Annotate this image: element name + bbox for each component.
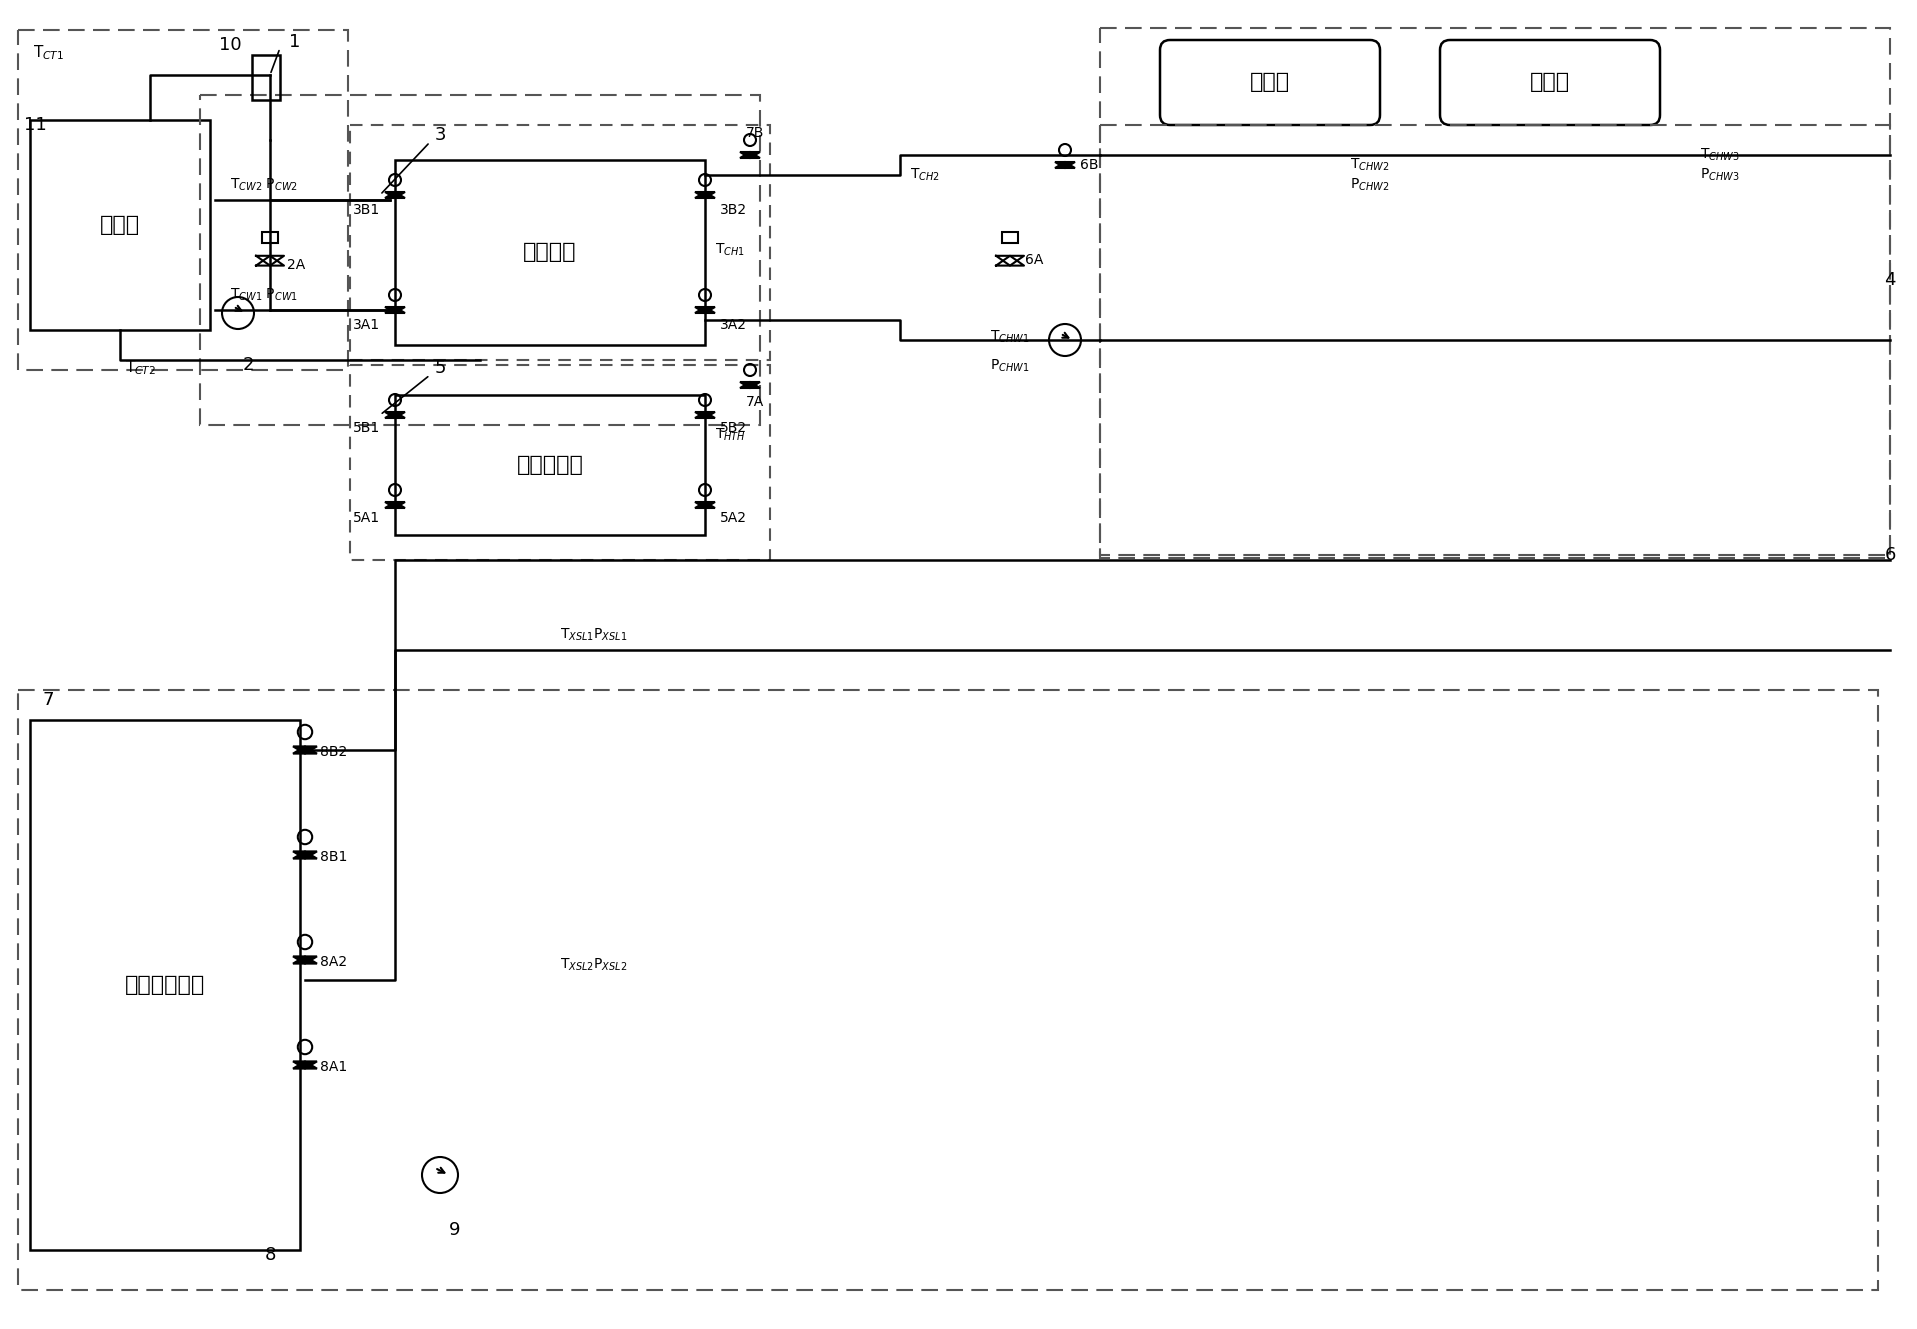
Text: 7: 7	[42, 691, 54, 708]
Bar	[31, 720, 299, 1251]
Polygon shape	[696, 307, 715, 314]
Polygon shape	[696, 307, 715, 314]
Text: 5: 5	[435, 359, 447, 377]
Polygon shape	[385, 191, 404, 198]
Text: 分水器: 分水器	[1250, 72, 1290, 92]
Text: 板式换热器: 板式换热器	[516, 455, 583, 474]
Polygon shape	[740, 152, 759, 158]
Text: P$_{CHW1}$: P$_{CHW1}$	[991, 358, 1029, 375]
Text: 3B2: 3B2	[721, 203, 748, 217]
Polygon shape	[740, 381, 759, 388]
Text: 集水器: 集水器	[1530, 72, 1570, 92]
Polygon shape	[293, 957, 316, 964]
Text: T$_{XSL2}$P$_{XSL2}$: T$_{XSL2}$P$_{XSL2}$	[560, 957, 627, 973]
Polygon shape	[385, 502, 404, 508]
Text: T$_{XSL1}$P$_{XSL1}$: T$_{XSL1}$P$_{XSL1}$	[560, 626, 627, 643]
Text: P$_{CHW2}$: P$_{CHW2}$	[1350, 177, 1390, 193]
Text: 4: 4	[1884, 271, 1896, 288]
Bar	[351, 125, 771, 360]
Bar	[1001, 233, 1018, 243]
Text: T$_{CHW2}$: T$_{CHW2}$	[1350, 157, 1390, 173]
Text: 9: 9	[449, 1221, 460, 1239]
Text: 3B1: 3B1	[353, 203, 380, 217]
Text: T$_{CW1}$ P$_{CW1}$: T$_{CW1}$ P$_{CW1}$	[230, 287, 299, 303]
Polygon shape	[293, 957, 316, 964]
Polygon shape	[696, 412, 715, 419]
Text: T$_{CW2}$ P$_{CW2}$: T$_{CW2}$ P$_{CW2}$	[230, 177, 299, 193]
Text: T$_{CT1}$: T$_{CT1}$	[33, 43, 63, 61]
Polygon shape	[740, 152, 759, 158]
Polygon shape	[385, 502, 404, 508]
Bar	[1100, 28, 1890, 558]
Polygon shape	[385, 307, 404, 314]
Bar	[395, 159, 705, 346]
Text: 8A2: 8A2	[320, 956, 347, 969]
Text: 5A1: 5A1	[353, 510, 380, 525]
Text: T$_{CH1}$: T$_{CH1}$	[715, 242, 746, 258]
Text: 10: 10	[219, 36, 242, 54]
Text: 8B2: 8B2	[320, 746, 347, 759]
Text: 冷水机组: 冷水机组	[523, 242, 577, 263]
Polygon shape	[696, 412, 715, 419]
Text: 7A: 7A	[746, 395, 765, 409]
Polygon shape	[385, 412, 404, 419]
Bar	[351, 365, 771, 560]
Text: 3A2: 3A2	[721, 318, 748, 332]
Text: 冷却塔: 冷却塔	[100, 215, 140, 235]
Text: 8: 8	[265, 1247, 276, 1264]
Polygon shape	[740, 381, 759, 388]
Polygon shape	[1054, 162, 1075, 167]
Bar	[17, 690, 1879, 1290]
Bar	[1100, 125, 1890, 556]
Text: 6A: 6A	[1026, 253, 1043, 267]
Text: T$_{CHW1}$: T$_{CHW1}$	[991, 328, 1029, 346]
Text: 7B: 7B	[746, 126, 765, 140]
Text: T$_{CHW3}$: T$_{CHW3}$	[1700, 146, 1741, 163]
Text: 地上蓄冷水罐: 地上蓄冷水罐	[125, 975, 205, 995]
Polygon shape	[293, 1062, 316, 1069]
Polygon shape	[293, 1062, 316, 1069]
Text: 6: 6	[1884, 546, 1896, 563]
Text: 3A1: 3A1	[353, 318, 380, 332]
Polygon shape	[385, 307, 404, 314]
Polygon shape	[293, 747, 316, 754]
Polygon shape	[385, 191, 404, 198]
Text: 2: 2	[242, 356, 253, 373]
Bar	[251, 54, 280, 100]
Polygon shape	[696, 191, 715, 198]
Bar	[199, 94, 759, 425]
Text: 5B1: 5B1	[353, 421, 380, 435]
Text: 11: 11	[23, 116, 46, 134]
Text: T$_{CT2}$: T$_{CT2}$	[125, 359, 155, 377]
Text: 5B2: 5B2	[721, 421, 748, 435]
Text: 5A2: 5A2	[721, 510, 748, 525]
Polygon shape	[293, 852, 316, 859]
Text: 1: 1	[289, 33, 301, 51]
Text: 2A: 2A	[288, 258, 305, 272]
Polygon shape	[696, 502, 715, 508]
Bar	[395, 395, 705, 536]
Bar	[31, 120, 211, 330]
Polygon shape	[385, 412, 404, 419]
Text: 8A1: 8A1	[320, 1061, 347, 1074]
Text: P$_{CHW3}$: P$_{CHW3}$	[1700, 167, 1739, 183]
Bar	[261, 233, 278, 243]
Polygon shape	[293, 852, 316, 859]
Text: 3: 3	[435, 126, 447, 144]
Text: 6B: 6B	[1079, 158, 1098, 171]
Polygon shape	[696, 191, 715, 198]
Polygon shape	[1054, 162, 1075, 167]
Text: T$_{CH2}$: T$_{CH2}$	[911, 167, 939, 183]
Polygon shape	[696, 502, 715, 508]
Bar	[17, 31, 349, 369]
Polygon shape	[293, 747, 316, 754]
Text: T$_{HTH}$: T$_{HTH}$	[715, 427, 746, 443]
Text: 8B1: 8B1	[320, 851, 347, 864]
